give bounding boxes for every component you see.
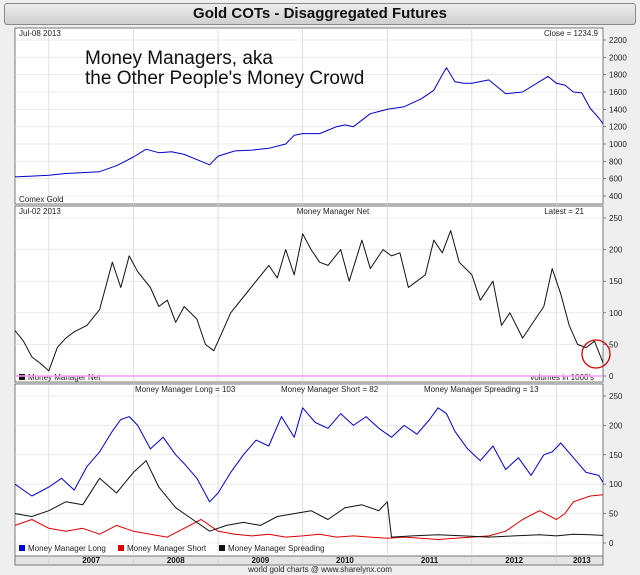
y-tick-label: 50 bbox=[609, 340, 618, 349]
y-tick-label: 800 bbox=[609, 157, 623, 166]
year-axis-strip bbox=[14, 555, 604, 566]
y-tick-label: 100 bbox=[609, 309, 623, 318]
y-tick-label: 150 bbox=[609, 277, 623, 286]
year-tick-label: 2012 bbox=[505, 556, 523, 565]
highlight-circle bbox=[581, 339, 611, 369]
price-line bbox=[14, 67, 604, 178]
short-line bbox=[14, 494, 604, 540]
net-date-label: Jul-02 2013 bbox=[19, 207, 61, 216]
grid-layer bbox=[15, 28, 603, 565]
y-tick-label: 1200 bbox=[609, 123, 627, 132]
y-tick-label: 2000 bbox=[609, 53, 627, 62]
legend-label-spreading: Money Manager Spreading bbox=[228, 544, 325, 553]
year-tick-label: 2010 bbox=[336, 556, 354, 565]
spreading-value-label: Money Manager Spreading = 13 bbox=[424, 385, 539, 394]
net-panel bbox=[14, 205, 604, 383]
long-value-label: Money Manager Long = 103 bbox=[135, 385, 236, 394]
legend-swatch-short bbox=[118, 545, 124, 551]
price-close-label: Close = 1234.9 bbox=[544, 29, 599, 38]
y-tick-label: 50 bbox=[609, 510, 618, 519]
long-line bbox=[14, 407, 604, 503]
y-tick-label: 1600 bbox=[609, 88, 627, 97]
year-tick-label: 2008 bbox=[167, 556, 185, 565]
y-tick-label: 1800 bbox=[609, 71, 627, 80]
net-latest-label: Latest = 21 bbox=[544, 207, 584, 216]
y-tick-label: 1400 bbox=[609, 105, 627, 114]
short-value-label: Money Manager Short = 82 bbox=[281, 385, 379, 394]
legend-label-net: Money Manager Net bbox=[28, 373, 101, 382]
year-tick-label: 2013 bbox=[573, 556, 591, 565]
y-tick-label: 0 bbox=[609, 372, 614, 381]
price-source-label: Comex Gold bbox=[19, 195, 63, 204]
positions-panel bbox=[14, 383, 604, 557]
legend-swatch-spreading bbox=[219, 545, 225, 551]
page-title: Gold COTs - Disaggregated Futures bbox=[4, 3, 636, 25]
legend-label-short: Money Manager Short bbox=[127, 544, 207, 553]
y-tick-label: 150 bbox=[609, 451, 623, 460]
annotation-line-1: Money Managers, aka bbox=[85, 48, 273, 69]
footer-credit: world gold charts @ www.sharelynx.com bbox=[247, 565, 392, 574]
legend-swatch-long bbox=[19, 545, 25, 551]
net-line bbox=[14, 230, 604, 372]
y-tick-label: 100 bbox=[609, 480, 623, 489]
price-date-label: Jul-08 2013 bbox=[19, 29, 61, 38]
volumes-note: volumes in 1000's bbox=[530, 373, 594, 382]
y-tick-label: 2200 bbox=[609, 36, 627, 45]
y-tick-label: 1000 bbox=[609, 140, 627, 149]
year-tick-label: 2011 bbox=[421, 556, 439, 565]
legend-swatch-net bbox=[19, 374, 25, 380]
y-tick-label: 0 bbox=[609, 539, 614, 548]
y-tick-label: 200 bbox=[609, 421, 623, 430]
y-tick-label: 200 bbox=[609, 246, 623, 255]
y-tick-label: 400 bbox=[609, 192, 623, 201]
net-title: Money Manager Net bbox=[297, 207, 370, 216]
y-tick-label: 250 bbox=[609, 392, 623, 401]
year-tick-label: 2007 bbox=[82, 556, 100, 565]
year-tick-label: 2009 bbox=[251, 556, 269, 565]
spreading-line bbox=[14, 460, 604, 538]
y-tick-label: 250 bbox=[609, 214, 623, 223]
legend-label-long: Money Manager Long bbox=[28, 544, 106, 553]
annotation-line-2: the Other People's Money Crowd bbox=[85, 68, 364, 89]
series-layer bbox=[14, 67, 604, 540]
ticks-layer: 2007 2008 2009 2010 2011 2012 2013 400 600 800 100… bbox=[82, 36, 627, 565]
y-tick-label: 600 bbox=[609, 175, 623, 184]
